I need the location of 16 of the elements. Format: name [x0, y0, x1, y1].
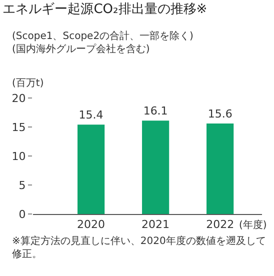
chart-subtitle: (Scope1、Scope2の合計、一部を除く) (国内海外グループ会社を含む): [12, 30, 194, 55]
x-tick-label: 2022: [206, 218, 234, 232]
data-label: 15.4: [78, 108, 104, 122]
y-tick-label: 10: [12, 150, 26, 163]
x-tick-label: 2020: [77, 218, 106, 232]
data-label: 16.1: [143, 104, 168, 118]
y-tick-label: 15: [12, 120, 26, 134]
y-tick-label: 20: [12, 92, 26, 105]
x-axis-title: (年度): [239, 219, 267, 231]
chart-title: エネルギー起源CO₂排出量の推移※: [2, 2, 208, 18]
y-axis-title: (百万t): [12, 78, 44, 89]
y-tick-label: 5: [18, 178, 26, 192]
x-tick-label: 2021: [142, 218, 170, 232]
data-label: 15.6: [208, 108, 232, 121]
y-tick-label: 0: [18, 208, 26, 221]
text: ※算定方法の見直しに伴い、2020年度の数値を遡及して修正。: [12, 235, 266, 260]
